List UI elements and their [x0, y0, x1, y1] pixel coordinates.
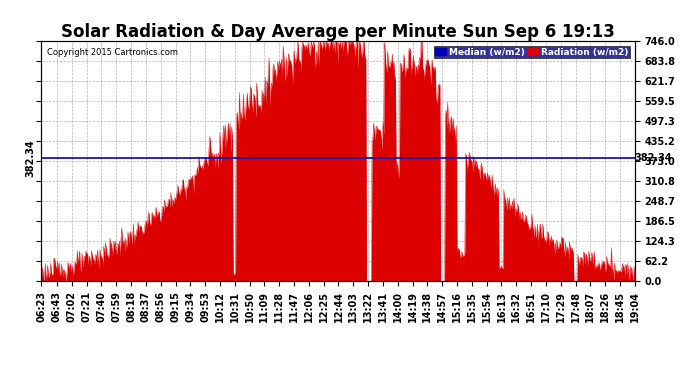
Text: 382.34: 382.34	[26, 140, 35, 177]
Title: Solar Radiation & Day Average per Minute Sun Sep 6 19:13: Solar Radiation & Day Average per Minute…	[61, 23, 615, 41]
Text: 382.34: 382.34	[635, 153, 673, 163]
Text: Copyright 2015 Cartronics.com: Copyright 2015 Cartronics.com	[48, 48, 178, 57]
Legend: Median (w/m2), Radiation (w/m2): Median (w/m2), Radiation (w/m2)	[433, 46, 630, 58]
